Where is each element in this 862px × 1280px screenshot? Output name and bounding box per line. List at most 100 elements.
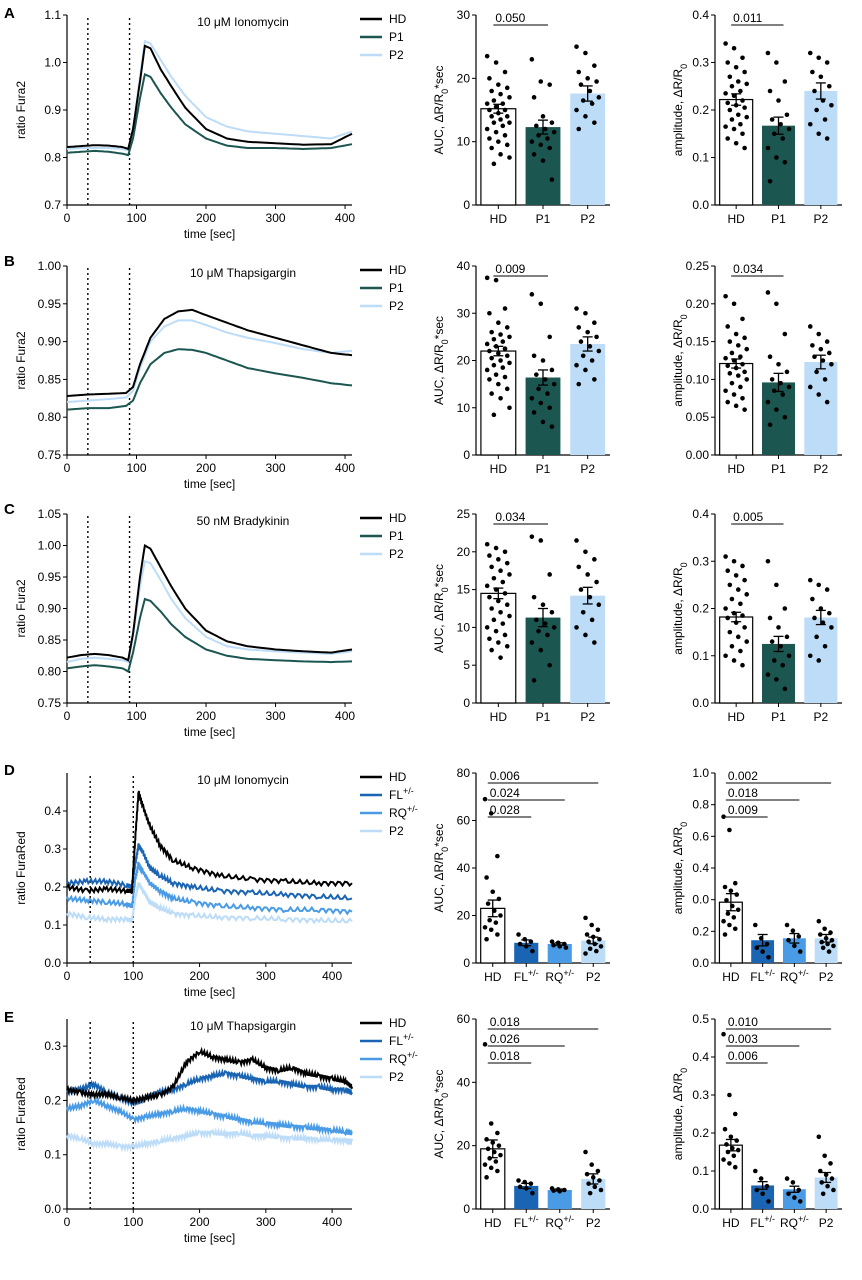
chart-e-bar-y-tick-label: 0 (463, 1202, 470, 1216)
chart-c-bar-y-tick-label: 25 (457, 507, 471, 521)
chart-b-legend-label: P2 (389, 299, 404, 313)
chart-a-data-point (727, 74, 733, 80)
chart-c-data-point (774, 582, 779, 588)
chart-c-data-point (585, 572, 590, 577)
chart-d-data-point (595, 927, 601, 933)
chart-b-data-point (507, 360, 512, 366)
chart-a-data-point (574, 44, 579, 49)
chart-d-x-label: time [sec] (184, 985, 235, 999)
chart-d-bar-y-label: AUC, ΔR/R0*sec (432, 823, 450, 912)
chart-a-data-point (723, 124, 728, 129)
chart-b-data-point (807, 324, 813, 329)
chart-d-data-point (826, 949, 832, 954)
chart-a-category-label: P1 (771, 212, 786, 226)
chart-b-title: 10 μM Thapsigargin (190, 266, 296, 280)
chart-c-line-y-tick-label: 0.85 (38, 633, 62, 647)
chart-d-bar-y-tick-label: 60 (457, 814, 471, 828)
chart-c-bar-y-tick-label: 5 (463, 658, 470, 672)
chart-b-data-point (744, 377, 750, 382)
chart-b-data-point (545, 391, 550, 396)
chart-b-data-point (824, 399, 830, 405)
chart-c-data-point (487, 636, 492, 642)
chart-d-legend-label: RQ+/- (389, 804, 418, 820)
chart-d-data-point (589, 922, 595, 928)
chart-b-data-point (596, 348, 602, 354)
chart-b-data-point (725, 363, 731, 369)
chart-d-bar-y-tick-label: 1.0 (692, 766, 709, 780)
chart-e-category-label: FL+/- (750, 1214, 775, 1230)
chart-c-data-point (507, 572, 512, 577)
chart-c-data-point (735, 634, 741, 640)
chart-e-data-point (754, 1187, 760, 1193)
chart-e-x-tick-label: 100 (123, 1215, 143, 1229)
chart-b-bar-p1 (525, 377, 561, 455)
chart-c-x-tick-label: 200 (196, 709, 216, 723)
chart-d-data-point (766, 955, 771, 960)
chart-a-data-point (740, 98, 745, 103)
chart-b-data-point (776, 361, 781, 367)
chart-b-data-point (723, 355, 728, 361)
chart-a-data-point (585, 76, 590, 81)
chart-b-data-point (496, 381, 501, 387)
chart-d-data-point (484, 936, 489, 942)
chart-b-data-point (735, 343, 741, 348)
chart-d-x-tick-label: 200 (190, 969, 210, 983)
chart-e-legend-label: FL+/- (389, 1032, 414, 1048)
chart-a-data-point (484, 53, 490, 59)
chart-d-category-label: RQ+/- (545, 968, 574, 984)
chart-d-data-point (563, 945, 569, 950)
chart-b-y-label: ratio Fura2 (14, 331, 28, 389)
chart-e-data-point (825, 1183, 830, 1189)
chart-d-data-point (828, 930, 833, 935)
chart-d-data-point (584, 932, 590, 937)
chart-e-data-point (598, 1187, 604, 1193)
chart-b-line-y-tick-label: 0.75 (38, 448, 62, 462)
chart-b-data-point (740, 316, 745, 322)
chart-a-data-point (592, 120, 597, 125)
chart-c-data-point (536, 628, 541, 634)
chart-c-data-point (498, 609, 503, 615)
chart-a-bar-y-tick-label: 20 (457, 71, 471, 85)
chart-e-bar-hd (718, 1144, 743, 1210)
chart-e-category-label: FL+/- (514, 1214, 539, 1230)
chart-d-y-label: ratio FuraRed (14, 831, 28, 904)
chart-b-data-point (487, 310, 492, 316)
chart-d-series-hd (66, 790, 353, 895)
chart-b-data-point (769, 377, 775, 382)
chart-b-data-point (504, 353, 510, 359)
chart-c-data-point (807, 653, 813, 659)
chart-b-data-point (534, 372, 539, 377)
chart-b-bar-y-tick-label: 0.05 (686, 410, 710, 424)
chart-d-legend-label: HD (389, 770, 407, 784)
chart-e-data-point (727, 1092, 732, 1098)
chart-b-data-point (502, 306, 508, 311)
chart-b-series-hd (66, 308, 353, 397)
chart-b-data-point (725, 324, 731, 329)
chart-b-data-point (498, 358, 503, 363)
chart-a-x-tick-label: 200 (196, 211, 216, 225)
chart-c-data-point (829, 625, 834, 630)
chart-a-data-point (774, 155, 779, 160)
chart-c-data-point (824, 587, 830, 592)
chart-c-line-y-tick-label: 0.90 (38, 602, 62, 616)
chart-d-data-point (722, 884, 728, 890)
chart-e-bar-y-tick-label: 0.2 (692, 1126, 709, 1140)
chart-d-data-point (727, 827, 732, 833)
chart-c-data-point (484, 625, 490, 630)
chart-b-data-point (782, 331, 788, 337)
chart-e-category-label: HD (722, 1216, 740, 1230)
chart-b-data-point (771, 388, 777, 394)
chart-b-line-y-tick-label: 0.95 (38, 297, 62, 311)
chart-a-data-point (540, 158, 546, 163)
chart-c-data-point (812, 615, 817, 621)
chart-a-data-point (576, 69, 582, 75)
chart-d-series-fl (66, 843, 353, 901)
chart-d-p-value: 0.028 (490, 803, 520, 817)
chart-b-bar-hd (480, 350, 517, 456)
chart-b-data-point (547, 405, 552, 411)
chart-a-data-point (731, 126, 737, 132)
chart-c-data-point (549, 609, 555, 615)
chart-c-data-point (574, 625, 579, 630)
chart-d-data-point (487, 917, 492, 923)
chart-a-bar-y-tick-label: 0.2 (692, 103, 709, 117)
